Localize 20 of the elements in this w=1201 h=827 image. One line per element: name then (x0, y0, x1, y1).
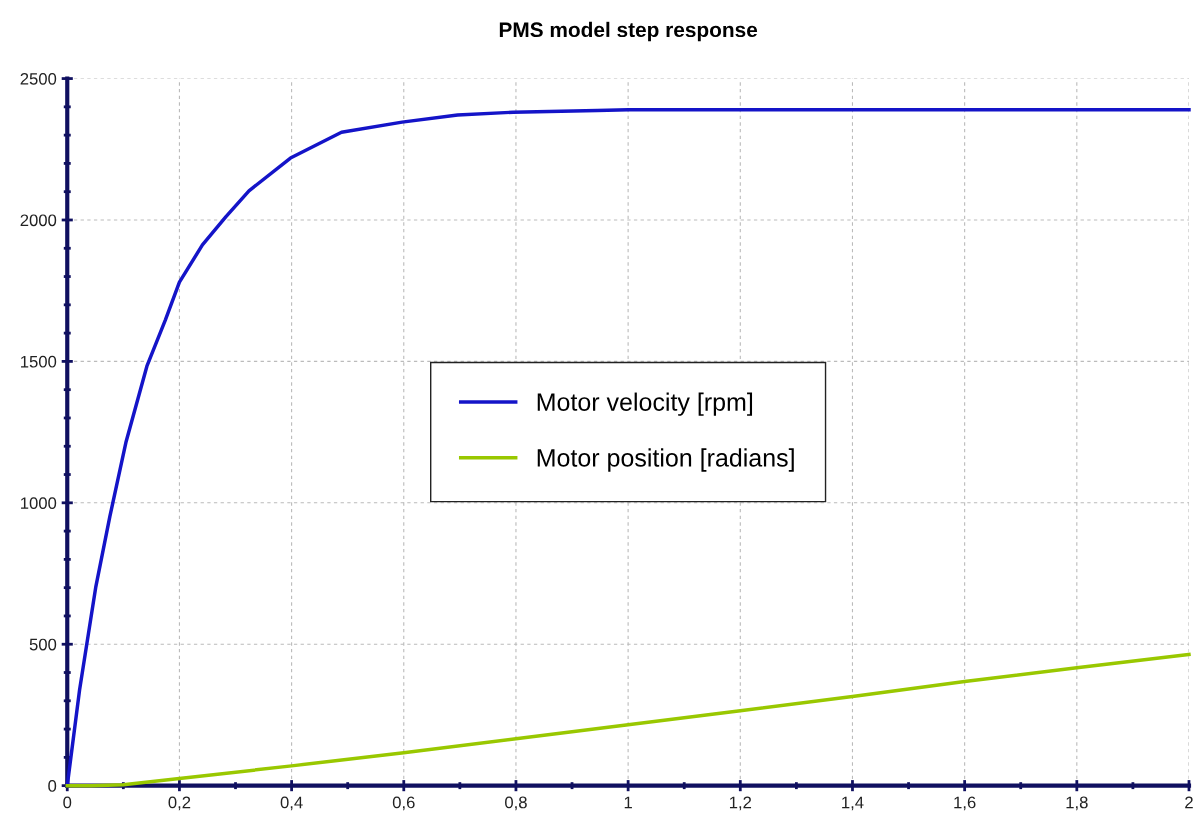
x-tick-label: 1 (624, 796, 632, 809)
y-tick-label: 2500 (20, 72, 57, 85)
y-tick-label: 1000 (21, 497, 57, 510)
chart-title: PMS model step response (499, 21, 758, 42)
x-tick-label: 0 (63, 796, 72, 809)
x-tick-label: 1,8 (1066, 796, 1088, 811)
x-tick-label: 0,8 (505, 796, 527, 811)
legend-label: Motor position [radians] (537, 448, 794, 472)
x-tick-label: 1,4 (842, 796, 864, 811)
x-tick-label: 2 (1185, 796, 1193, 809)
x-tick-label: 0,4 (280, 796, 303, 811)
x-tick-label: 0,6 (392, 796, 415, 811)
y-tick-label: 2000 (20, 214, 57, 227)
x-tick-label: 1,2 (729, 796, 752, 811)
x-tick-label: 1,6 (954, 796, 976, 811)
y-tick-label: 500 (29, 638, 57, 651)
legend-label: Motor velocity [rpm] (537, 392, 753, 416)
x-tick-label: 0,2 (168, 796, 191, 811)
y-tick-label: 0 (48, 780, 57, 792)
y-tick-label: 1500 (21, 355, 57, 368)
